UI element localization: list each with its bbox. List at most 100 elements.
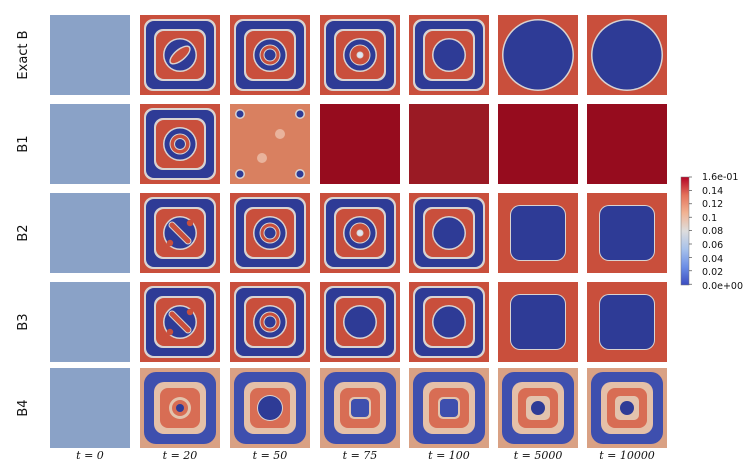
- blue-spot: [296, 110, 304, 118]
- panel-b3-col-1: [140, 282, 220, 362]
- column-label-2: t = 50: [252, 449, 288, 462]
- panel-b3-col-0: [50, 282, 130, 362]
- panel-b2-col-0: [50, 193, 130, 273]
- blue-spot: [236, 170, 244, 178]
- red-spot: [166, 239, 174, 247]
- red-ellipse: [170, 46, 190, 64]
- red-spot: [186, 219, 194, 227]
- panel-background: [50, 15, 130, 95]
- panel-b4-col-1: [140, 368, 220, 448]
- panel-b2-col-5: [498, 193, 578, 273]
- panel-b3-col-4: [409, 282, 489, 362]
- blue-disk: [503, 20, 573, 90]
- faint-spot: [275, 129, 285, 139]
- blue-square: [511, 206, 565, 260]
- panel-b2-col-3: [320, 193, 400, 273]
- colorbar-tick-label: 1.6e-01: [702, 172, 739, 183]
- colorbar-tick-label: 0.02: [702, 267, 724, 279]
- center-dot: [264, 316, 276, 328]
- panel-b3-col-5: [498, 282, 578, 362]
- center-dot: [175, 139, 185, 149]
- red-spot: [186, 308, 194, 316]
- panel-background: [50, 282, 130, 362]
- panel-background: [50, 193, 130, 273]
- panel-b3-col-2: [230, 282, 310, 362]
- panel-b4-col-3: [320, 368, 400, 448]
- panel-background: [409, 104, 489, 184]
- panel-background: [498, 104, 578, 184]
- panel-exact-b-col-4: [409, 15, 489, 95]
- blue-spot: [236, 110, 244, 118]
- blue-disk: [592, 20, 662, 90]
- colorbar-tick-label: 0.06: [702, 240, 724, 251]
- panel-exact-b-col-1: [140, 15, 220, 95]
- panel-b4-col-0: [50, 368, 130, 448]
- center-dot: [264, 49, 276, 61]
- colorbar-tick-label: 0.14: [702, 185, 724, 197]
- colorbar-tick-label: 0.1: [702, 212, 718, 224]
- red-diagonal: [169, 222, 191, 244]
- center-disk: [344, 306, 376, 338]
- center-dot: [531, 401, 545, 415]
- panel-b1-col-6: [587, 104, 667, 184]
- colorbar-tick-label: 0.08: [702, 226, 724, 238]
- colorbar: [680, 176, 690, 286]
- panel-background: [50, 104, 130, 184]
- faint-spot: [257, 153, 267, 163]
- blue-spot: [296, 170, 304, 178]
- panel-b1-col-2: [230, 104, 310, 184]
- column-label-3: t = 75: [342, 449, 378, 462]
- panel-b3-col-3: [320, 282, 400, 362]
- column-label-0: t = 0: [76, 449, 104, 462]
- column-label-5: t = 5000: [513, 449, 563, 462]
- panel-exact-b-col-6: [587, 15, 667, 95]
- colorbar-tick-label: 0.12: [702, 199, 724, 211]
- row-label-b1: B1: [16, 135, 31, 153]
- column-label-6: t = 10000: [599, 449, 655, 462]
- panel-b3-col-6: [587, 282, 667, 362]
- center-dot: [357, 230, 363, 236]
- center-dot: [620, 401, 634, 415]
- panel-exact-b-col-5: [498, 15, 578, 95]
- soft-core: [351, 399, 369, 417]
- center-dot: [264, 227, 276, 239]
- panel-background: [587, 104, 667, 184]
- colorbar-tick-label: 0.0e+00: [702, 280, 744, 292]
- panel-background: [320, 104, 400, 184]
- center-dot: [357, 52, 363, 58]
- panel-exact-b-col-2: [230, 15, 310, 95]
- row-label-b2: B2: [16, 224, 31, 242]
- panel-b2-col-6: [587, 193, 667, 273]
- row-label-b4: B4: [16, 399, 31, 417]
- center-disk: [433, 39, 465, 71]
- red-spot: [166, 328, 174, 336]
- row-label-exact-b: Exact B: [16, 30, 31, 80]
- panel-background: [50, 368, 130, 448]
- blue-disk: [258, 396, 282, 420]
- panel-exact-b-col-3: [320, 15, 400, 95]
- panel-b1-col-4: [409, 104, 489, 184]
- colorbar-tick-label: 0.04: [702, 253, 724, 265]
- panel-grid: [50, 15, 667, 448]
- blue-square: [600, 295, 654, 349]
- panel-b4-col-6: [587, 368, 667, 448]
- panel-b1-col-5: [498, 104, 578, 184]
- panel-b1-col-3: [320, 104, 400, 184]
- panel-b2-col-4: [409, 193, 489, 273]
- blue-square: [511, 295, 565, 349]
- panel-b4-col-4: [409, 368, 489, 448]
- panel-b4-col-5: [498, 368, 578, 448]
- panel-b1-col-1: [140, 104, 220, 184]
- panel-b2-col-2: [230, 193, 310, 273]
- red-diagonal: [169, 311, 191, 333]
- column-label-4: t = 100: [428, 449, 470, 462]
- column-label-1: t = 20: [162, 449, 198, 462]
- row-label-b3: B3: [16, 313, 31, 331]
- center-disk: [433, 217, 465, 249]
- panel-b1-col-0: [50, 104, 130, 184]
- blue-square: [600, 206, 654, 260]
- panel-b4-col-2: [230, 368, 310, 448]
- soft-core: [440, 399, 458, 417]
- center-disk: [433, 306, 465, 338]
